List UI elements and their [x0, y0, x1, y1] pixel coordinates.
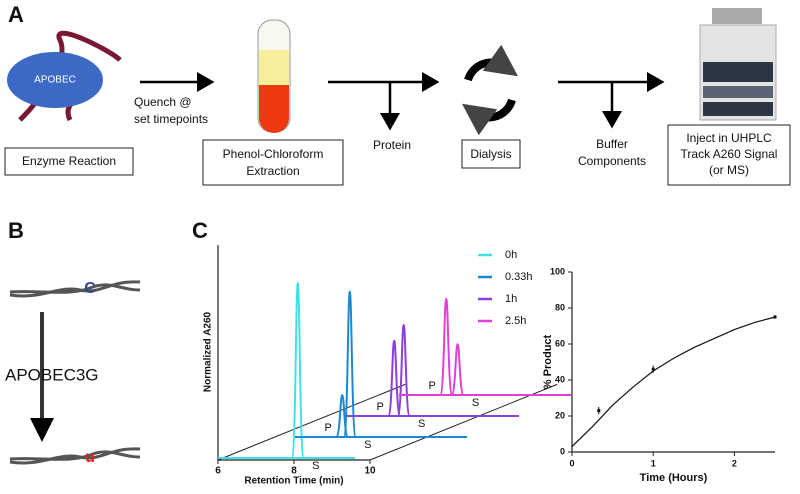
x-axis-label: Retention Time (min) — [244, 476, 343, 487]
tube-layer — [259, 50, 289, 85]
x-tick-label: 0 — [569, 458, 574, 468]
point — [651, 367, 655, 371]
peak — [439, 297, 454, 396]
legend-label: 2.5h — [505, 315, 526, 327]
x-tick-label: 1 — [651, 458, 656, 468]
y-tick-label: 80 — [555, 302, 565, 312]
step-label: Enzyme Reaction — [22, 154, 116, 168]
peak-label: P — [325, 422, 332, 434]
y-axis-label: Normalized A260 — [203, 311, 214, 392]
legend-label: 0h — [505, 249, 517, 261]
instrument — [699, 8, 777, 121]
x-tick-label: 8 — [291, 466, 297, 477]
axis — [571, 272, 775, 453]
point — [597, 409, 601, 413]
peak — [387, 339, 402, 417]
enzyme-shape — [7, 52, 103, 108]
peak — [342, 290, 357, 438]
peak — [450, 343, 465, 396]
tube-layer — [259, 85, 289, 133]
step-label: (or MS) — [709, 163, 749, 177]
y-tick-label: 0 — [560, 446, 565, 456]
x-tick-label: 10 — [364, 466, 376, 477]
peak-label: S — [418, 418, 425, 430]
base-label: C — [84, 280, 96, 297]
legend-label: 1h — [505, 293, 517, 305]
panel-label: B — [8, 218, 24, 243]
step-box — [461, 139, 521, 169]
step-label: Dialysis — [470, 147, 511, 161]
y-tick-label: 100 — [550, 266, 565, 276]
y-axis-label: % Product — [542, 334, 554, 389]
x-tick-label: 6 — [215, 466, 221, 477]
x-axis-label: Time (Hours) — [640, 472, 708, 484]
peak-label: P — [377, 401, 384, 413]
base-label: u — [85, 449, 95, 466]
point — [773, 315, 777, 319]
dna — [9, 280, 141, 298]
arrow-label: set timepoints — [134, 112, 208, 126]
peak-label: S — [472, 397, 479, 409]
step-label: Phenol-Chloroform — [223, 147, 324, 161]
arrow-label: Protein — [373, 138, 411, 152]
step-box — [4, 147, 134, 176]
fit-line — [571, 316, 776, 448]
depth-axis — [369, 383, 558, 461]
legend-label: 0.33h — [505, 271, 533, 283]
step-box — [667, 124, 791, 186]
y-tick-label: 20 — [555, 410, 565, 420]
peak — [290, 281, 305, 459]
step-label: Inject in UHPLC — [686, 131, 772, 145]
enzyme-label: APOBEC3G — [5, 365, 99, 384]
peak-label: P — [429, 380, 436, 392]
peak-label: S — [364, 439, 371, 451]
x-tick-label: 2 — [732, 458, 737, 468]
y-tick-label: 40 — [555, 374, 565, 384]
peak — [396, 323, 411, 417]
peak-label: S — [312, 460, 319, 472]
arrow-label: Buffer — [596, 137, 628, 151]
depth-axis — [217, 383, 406, 461]
step-label: Track A260 Signal — [681, 147, 778, 161]
cycle-arrow — [461, 98, 516, 136]
cycle-arrow — [464, 44, 519, 82]
arrow-label: Quench @ — [134, 95, 192, 109]
enzyme-label: APOBEC — [34, 75, 76, 86]
arrow-label: Components — [578, 154, 646, 168]
step-box — [202, 139, 344, 186]
panel-label: C — [192, 218, 208, 243]
panel-label: A — [8, 2, 24, 27]
step-label: Extraction — [246, 164, 299, 178]
y-tick-label: 60 — [555, 338, 565, 348]
dna — [9, 447, 141, 465]
